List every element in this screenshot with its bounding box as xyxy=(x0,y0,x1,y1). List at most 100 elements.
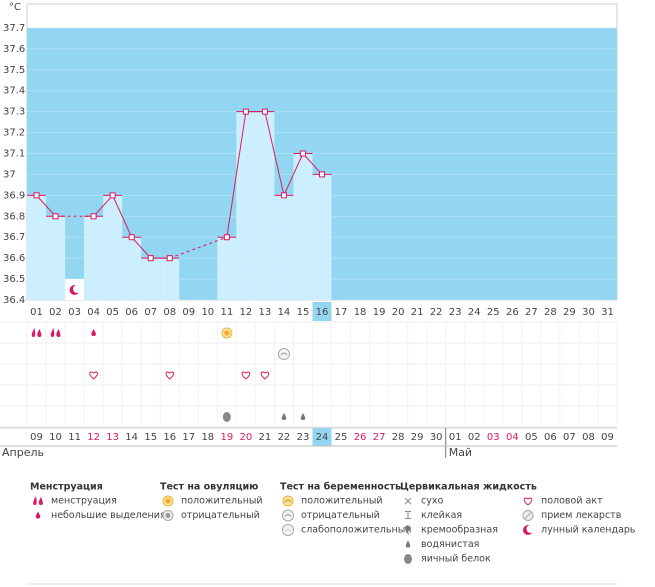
icon xyxy=(522,510,534,521)
x-tick-label: 01 xyxy=(30,307,43,318)
icon-part xyxy=(523,497,533,506)
icon xyxy=(89,371,98,380)
icon-part xyxy=(524,512,532,519)
x-tick-label: 06 xyxy=(125,307,138,318)
point-marker xyxy=(128,234,135,241)
icon-part xyxy=(38,497,43,505)
x-tick-label: 31 xyxy=(601,307,614,318)
y-tick-label: 37 xyxy=(3,169,16,180)
icon-part xyxy=(280,352,288,356)
icon-part xyxy=(165,498,171,504)
legend-item: отрицательный xyxy=(181,510,260,521)
date-label: 06 xyxy=(544,432,557,443)
date-label: 26 xyxy=(354,432,367,443)
x-tick-label: 21 xyxy=(411,307,424,318)
x-tick-label: 08 xyxy=(163,307,176,318)
bar xyxy=(27,195,47,300)
x-tick-label: 24 xyxy=(468,307,481,318)
point-marker xyxy=(280,192,287,199)
y-tick-label: 37.6 xyxy=(3,44,25,55)
icon xyxy=(165,371,174,380)
month-label: Май xyxy=(449,446,472,459)
date-label: 21 xyxy=(259,432,272,443)
legend-item: яичный белок xyxy=(421,554,491,565)
icon-part xyxy=(284,529,292,532)
icon-part xyxy=(37,329,42,337)
temp-line xyxy=(36,195,56,217)
icon-part xyxy=(404,554,412,564)
icon-part xyxy=(241,371,251,380)
icon xyxy=(33,496,43,505)
date-label: 12 xyxy=(87,432,100,443)
icon xyxy=(50,328,61,337)
icon-part xyxy=(284,499,292,503)
today-highlight xyxy=(312,302,332,321)
x-tick-label: 05 xyxy=(106,307,119,318)
date-label: 18 xyxy=(201,432,214,443)
legend-item: лунный календарь xyxy=(541,525,636,536)
date-label: 25 xyxy=(335,432,348,443)
x-tick-label: 23 xyxy=(449,307,462,318)
bar xyxy=(160,258,180,300)
icon xyxy=(405,540,411,548)
y-tick-label: 36.8 xyxy=(3,211,25,222)
icon-part xyxy=(50,328,55,337)
legend-title: Цервикальная жидкость xyxy=(400,482,537,493)
icon-part xyxy=(526,525,535,533)
x-tick-label: 03 xyxy=(68,307,81,318)
icon xyxy=(523,525,535,535)
x-tick-label: 28 xyxy=(544,307,557,318)
icon xyxy=(91,329,96,336)
date-label: 05 xyxy=(525,432,538,443)
icon-part xyxy=(404,497,412,505)
x-tick-label: 19 xyxy=(373,307,386,318)
icon xyxy=(162,510,174,521)
bar xyxy=(46,216,66,300)
y-tick-label: 36.9 xyxy=(3,190,25,201)
date-label: 28 xyxy=(392,432,405,443)
x-tick-label: 11 xyxy=(220,307,233,318)
bar xyxy=(274,195,294,300)
icon xyxy=(221,327,233,339)
x-tick-label: 26 xyxy=(506,307,519,318)
x-tick-label: 29 xyxy=(563,307,576,318)
legend-title: Менструация xyxy=(30,482,103,493)
legend-item: водянистая xyxy=(421,539,479,550)
icon xyxy=(281,413,287,420)
y-tick-label: 36.5 xyxy=(3,274,25,285)
icon xyxy=(523,497,533,506)
date-label: 14 xyxy=(125,432,138,443)
y-tick-label: 37.2 xyxy=(3,128,25,139)
legend-title: Тест на овуляцию xyxy=(160,482,258,493)
y-tick-label: 36.7 xyxy=(3,232,25,243)
date-label: 22 xyxy=(278,432,291,443)
temp-line xyxy=(226,111,323,238)
date-label: 07 xyxy=(563,432,576,443)
icon-part xyxy=(282,495,294,507)
x-tick-label: 27 xyxy=(525,307,538,318)
point-marker xyxy=(242,108,249,115)
y-tick-label: 37.7 xyxy=(3,23,25,34)
icon-part xyxy=(224,330,230,336)
x-tick-label: 02 xyxy=(49,307,62,318)
date-label: 29 xyxy=(411,432,424,443)
icon-part xyxy=(56,329,61,337)
gap-line xyxy=(169,236,228,259)
date-label: 17 xyxy=(182,432,195,443)
icon-part xyxy=(405,540,411,548)
legend-item: положительный xyxy=(181,496,263,507)
x-tick-label: 22 xyxy=(430,307,443,318)
legend-title: Тест на беременность xyxy=(280,482,401,493)
legend-item: положительный xyxy=(301,496,383,507)
y-tick-label: 37.1 xyxy=(3,149,25,160)
icon-part xyxy=(73,285,82,293)
icon-part xyxy=(35,511,41,519)
x-tick-label: 20 xyxy=(392,307,405,318)
x-tick-label: 13 xyxy=(259,307,272,318)
point-marker xyxy=(109,192,116,199)
icon xyxy=(282,509,294,522)
x-tick-label: 12 xyxy=(240,307,253,318)
icon xyxy=(405,511,411,519)
icon-part xyxy=(405,526,411,535)
